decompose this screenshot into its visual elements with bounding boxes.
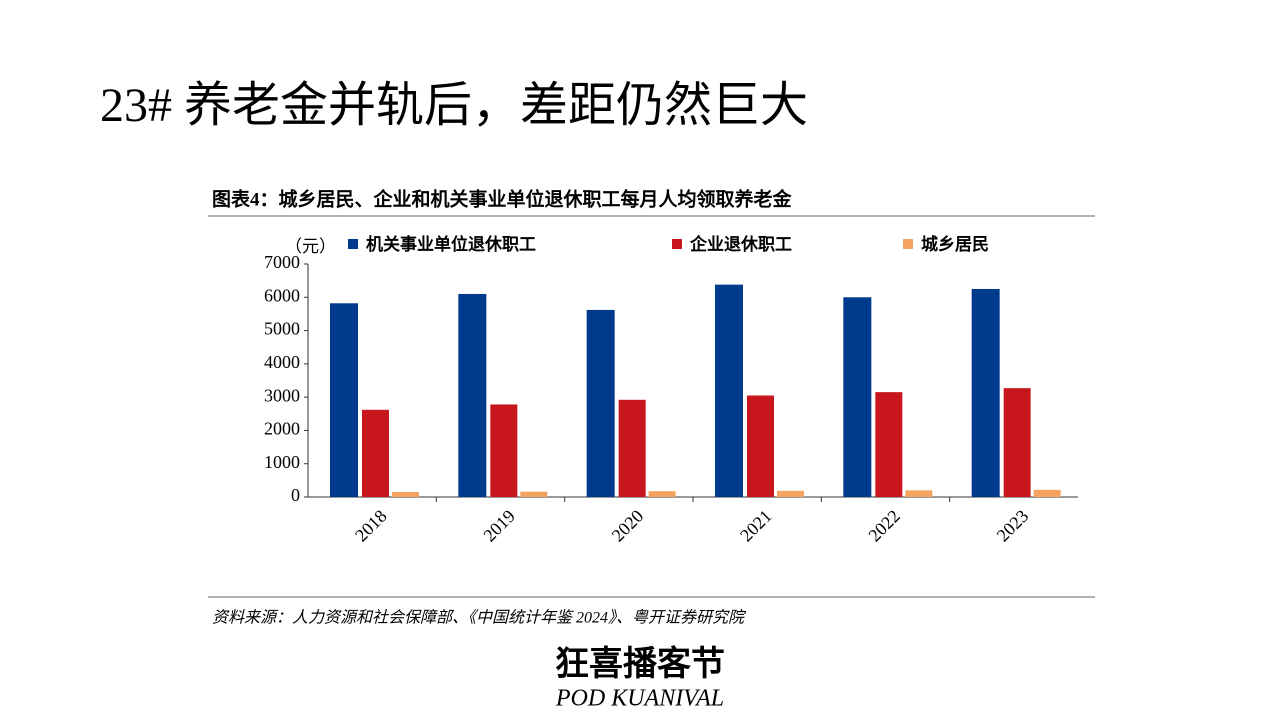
- y-axis-label: （元）: [285, 237, 336, 256]
- bar: [458, 293, 487, 497]
- x-tick-label: 2019: [479, 506, 519, 546]
- y-tick-label: 4000: [264, 352, 300, 372]
- slide-title: 23# 养老金并轨后，差距仍然巨大: [100, 79, 808, 132]
- legend-swatch: [903, 239, 913, 249]
- bar: [362, 409, 389, 497]
- x-tick-label: 2018: [351, 506, 391, 546]
- bar: [843, 297, 872, 497]
- legend-swatch: [672, 239, 682, 249]
- watermark-subtitle: POD KUANIVAL: [555, 686, 724, 712]
- legend-swatch: [348, 239, 358, 249]
- bar: [905, 490, 933, 497]
- legend-label: 企业退休职工: [689, 234, 792, 254]
- bar: [747, 395, 774, 497]
- legend-label: 城乡居民: [921, 235, 989, 254]
- bar: [648, 491, 676, 497]
- y-tick-label: 1000: [264, 452, 300, 472]
- bar: [971, 288, 1000, 497]
- y-tick-label: 3000: [264, 385, 300, 405]
- bar: [330, 303, 358, 497]
- y-tick-label: 6000: [264, 285, 300, 305]
- bar: [392, 492, 419, 497]
- bar: [618, 399, 646, 497]
- chart-title: 图表4：城乡居民、企业和机关事业单位退休职工每月人均领取养老金: [212, 187, 793, 210]
- x-tick-label: 2023: [993, 506, 1033, 546]
- bar: [1003, 388, 1031, 497]
- bar: [586, 309, 615, 497]
- legend-label: 机关事业单位退休职工: [366, 234, 536, 254]
- bar: [715, 284, 743, 497]
- bar: [777, 490, 804, 497]
- y-tick-label: 0: [291, 485, 300, 505]
- y-tick-label: 5000: [264, 319, 300, 339]
- y-tick-label: 7000: [264, 252, 300, 272]
- x-tick-label: 2021: [736, 506, 776, 546]
- bar: [1033, 489, 1061, 497]
- bar: [490, 404, 518, 497]
- source-note: 资料来源：人力资源和社会保障部、《中国统计年鉴 2024》、粤开证券研究院: [212, 609, 747, 627]
- x-tick-label: 2020: [608, 506, 648, 546]
- watermark-title: 狂喜播客节: [555, 644, 725, 683]
- x-tick-label: 2022: [864, 506, 904, 546]
- bar: [875, 392, 903, 497]
- y-tick-label: 2000: [264, 419, 300, 439]
- bar: [520, 491, 548, 497]
